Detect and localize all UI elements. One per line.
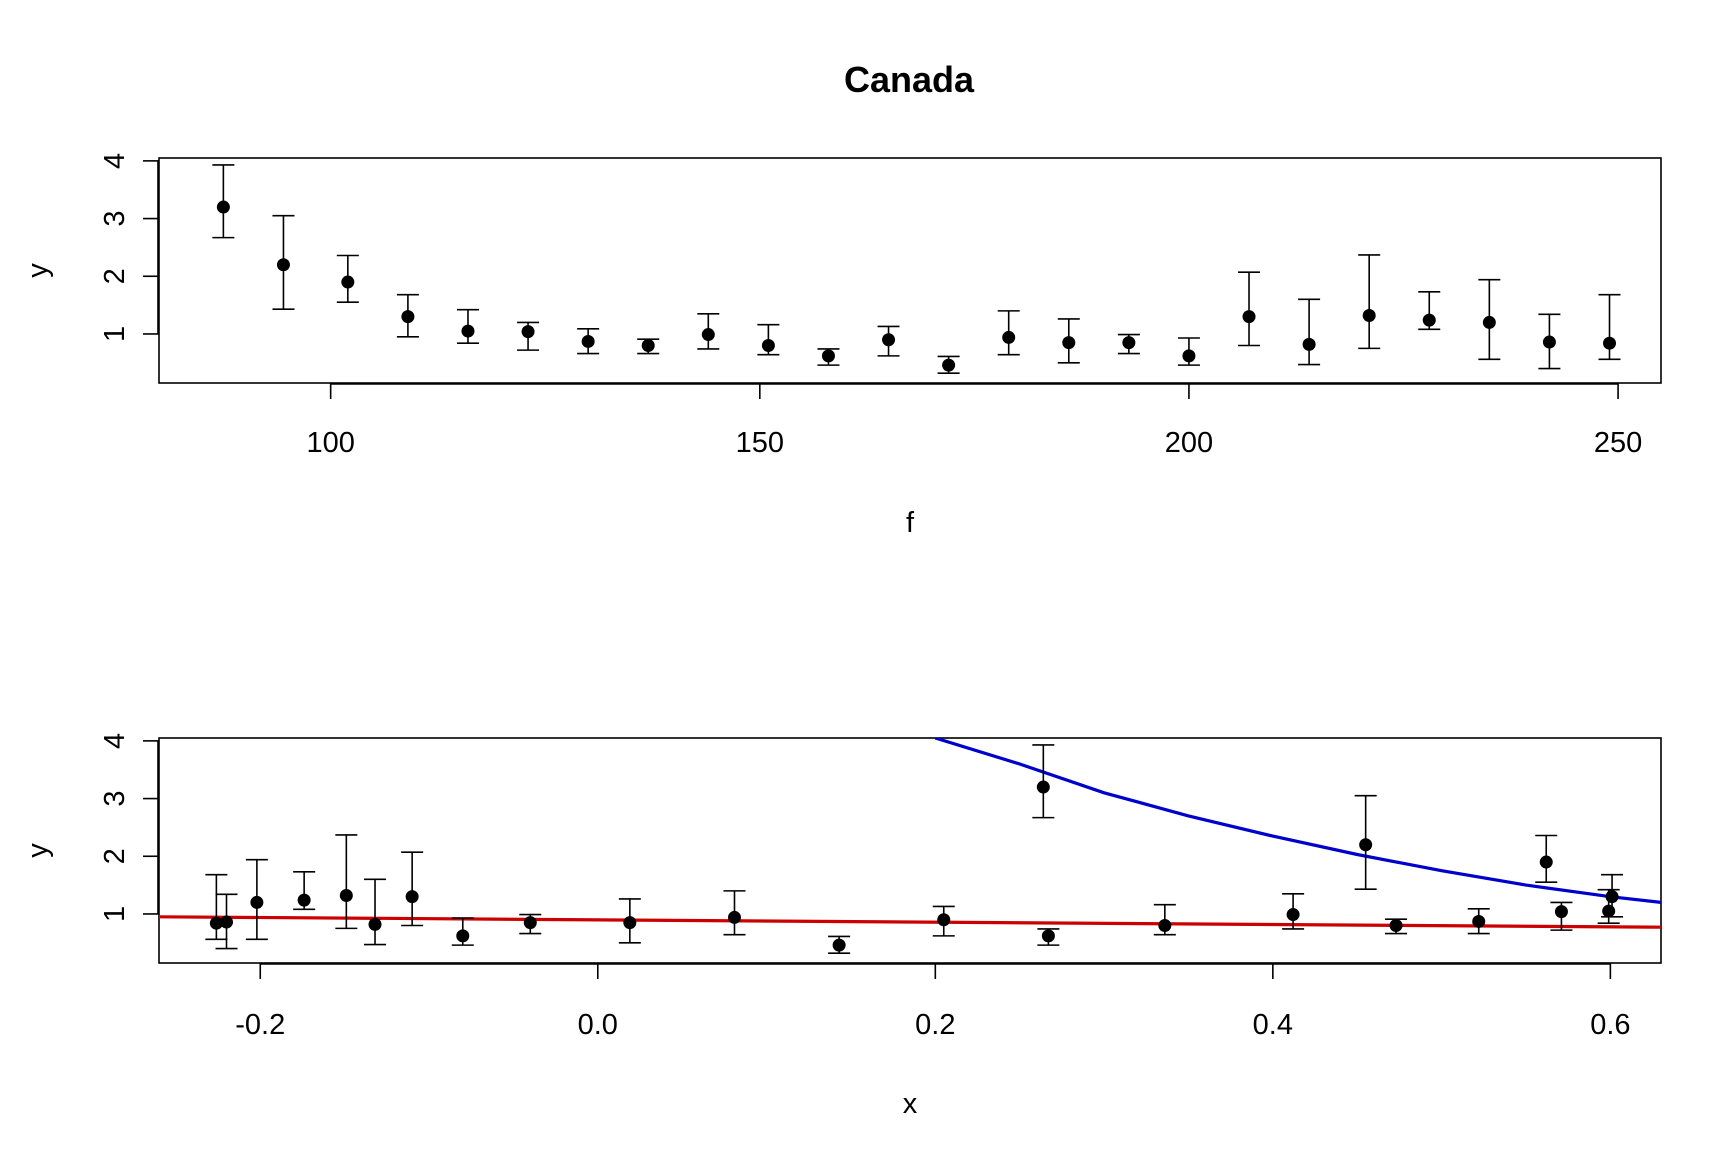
data-point	[1472, 914, 1486, 928]
data-point	[1362, 309, 1376, 322]
data-point	[1422, 313, 1436, 327]
data-point	[461, 324, 475, 338]
plot-frame	[158, 157, 1662, 384]
data-point	[1302, 337, 1316, 351]
data-point	[623, 916, 637, 930]
data-point	[339, 889, 353, 902]
x-tick-label: 0.0	[578, 1009, 618, 1041]
data-point	[1482, 315, 1496, 329]
data-point	[1002, 330, 1016, 344]
y-tick-label: 1	[99, 326, 131, 342]
data-point	[216, 200, 230, 214]
y-axis-label: y	[22, 263, 54, 278]
top-panel: 100 150 200 250 1 2 3 4 f y	[22, 153, 1662, 539]
data-point	[1603, 336, 1617, 350]
bottom-panel: -0.2 0.0 0.2 0.4 0.6 1 2 3 4 x y	[22, 733, 1662, 1120]
fit-line	[159, 915, 1661, 929]
y-tick-label: 2	[99, 268, 131, 284]
data-point	[581, 334, 595, 348]
data-point	[832, 938, 846, 952]
data-point	[1242, 310, 1256, 324]
y-axis-label: y	[22, 843, 54, 858]
x-axis-label: f	[906, 507, 915, 539]
x-tick-label: 250	[1594, 427, 1642, 459]
plot-frame	[158, 737, 1662, 964]
data-point	[401, 310, 415, 324]
data-point	[250, 895, 264, 909]
data-point	[220, 915, 234, 929]
x-tick-label: 150	[736, 427, 784, 459]
data-point	[1359, 838, 1373, 852]
data-point	[1539, 855, 1553, 869]
data-point	[297, 893, 311, 907]
data-point	[209, 916, 223, 930]
data-point	[727, 910, 741, 924]
data-point	[1602, 904, 1616, 918]
data-point	[1389, 919, 1403, 932]
data-point	[341, 275, 355, 289]
x-axis-label: x	[903, 1088, 918, 1120]
y-tick-label: 3	[99, 791, 131, 807]
data-point	[1286, 908, 1300, 922]
data-point	[1041, 929, 1055, 943]
data-point	[276, 258, 290, 272]
x-tick-label: 100	[306, 427, 354, 459]
data-point	[1122, 336, 1136, 350]
data-point	[1542, 335, 1556, 349]
y-tick-label: 2	[99, 848, 131, 864]
data-point	[456, 929, 470, 943]
data-point	[1554, 905, 1568, 919]
data-point	[882, 333, 896, 347]
figure-title: Canada	[844, 59, 975, 100]
data-point	[1158, 919, 1172, 932]
y-tick-label: 4	[99, 153, 131, 169]
data-point	[1182, 349, 1196, 363]
x-tick-label: 200	[1165, 427, 1213, 459]
data-point	[1605, 890, 1619, 904]
data-point	[1062, 336, 1076, 350]
data-point	[641, 339, 655, 352]
data-point	[761, 339, 775, 352]
y-tick-label: 1	[99, 906, 131, 922]
x-tick-label: 0.4	[1253, 1009, 1293, 1041]
x-tick-label: 0.2	[915, 1009, 955, 1041]
data-point	[521, 325, 535, 339]
y-tick-label: 3	[99, 211, 131, 227]
data-point	[523, 916, 537, 930]
x-tick-label: -0.2	[235, 1009, 285, 1041]
data-point	[942, 358, 956, 372]
fit-line	[934, 738, 1661, 904]
data-point	[368, 917, 382, 931]
y-tick-label: 4	[99, 733, 131, 749]
data-point	[821, 349, 835, 363]
x-tick-label: 0.6	[1590, 1009, 1630, 1041]
data-point	[1036, 780, 1050, 794]
data-point	[937, 913, 951, 927]
data-point	[405, 890, 419, 904]
data-point	[701, 328, 715, 342]
